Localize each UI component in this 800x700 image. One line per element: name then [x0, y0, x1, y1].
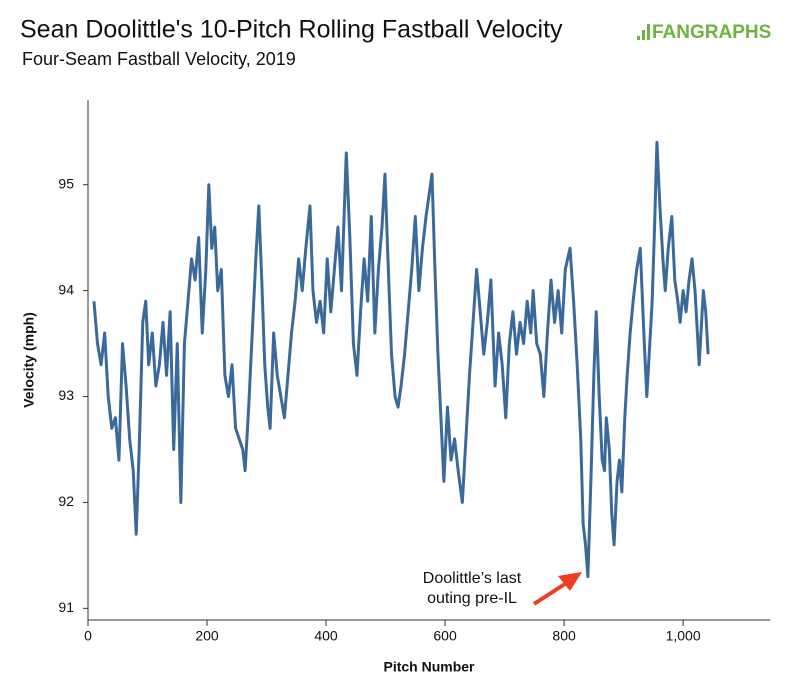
y-axis-label: Velocity (mph): [21, 312, 37, 408]
y-tick-label: 92: [58, 493, 74, 509]
velocity-line: [92, 140, 710, 579]
y-tick-label: 95: [58, 175, 74, 191]
logo: FANGRAPHS: [652, 22, 771, 43]
x-tick-label: 200: [195, 628, 219, 644]
x-tick-label: 0: [84, 628, 92, 644]
annotation-arrow: [532, 572, 582, 606]
y-tick-label: 91: [58, 599, 74, 615]
chart-title: Sean Doolittle's 10-Pitch Rolling Fastba…: [20, 16, 563, 44]
logo-icon: [637, 24, 650, 40]
x-tick-label: 600: [433, 628, 457, 644]
y-tick-label: 93: [58, 387, 74, 403]
x-tick-label: 800: [552, 628, 576, 644]
x-tick-label: 1,000: [666, 628, 701, 644]
y-tick-label: 94: [58, 281, 74, 297]
x-tick-label: 400: [314, 628, 338, 644]
x-axis-label: Pitch Number: [383, 659, 475, 675]
chart-subtitle: Four-Seam Fastball Velocity, 2019: [22, 49, 296, 69]
annotation-line: outing pre-IL: [427, 590, 517, 607]
annotation-line: Doolittle’s last: [423, 570, 522, 587]
